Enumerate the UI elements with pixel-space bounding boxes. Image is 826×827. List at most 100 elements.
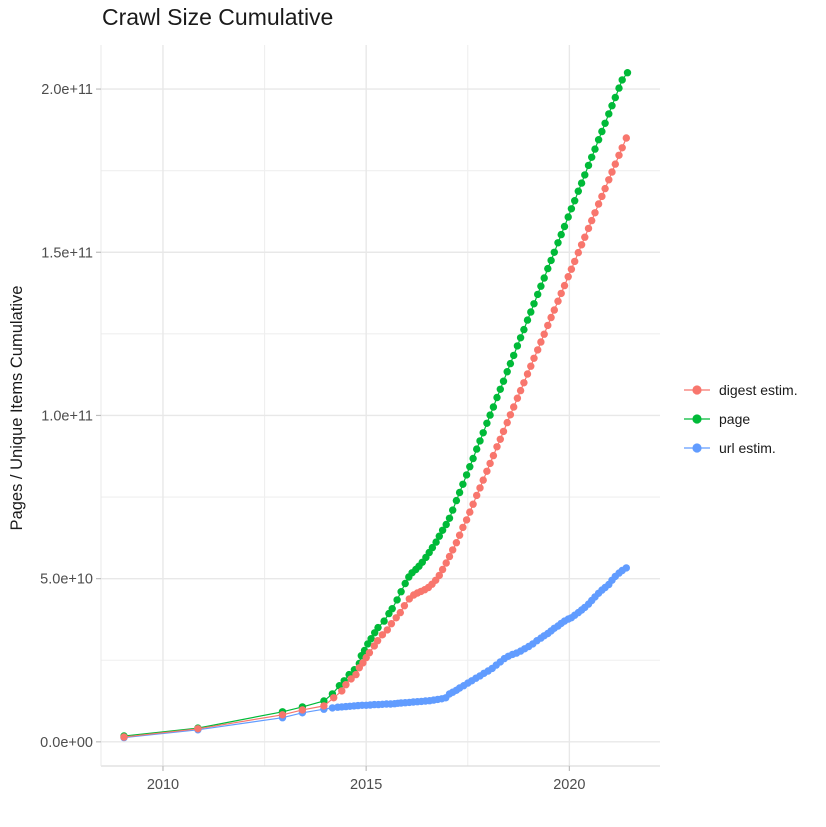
data-point — [476, 484, 484, 492]
data-point — [400, 602, 409, 610]
data-point — [503, 418, 511, 427]
data-point — [445, 552, 454, 561]
data-point — [496, 385, 504, 393]
data-point — [554, 239, 562, 247]
data-point — [618, 144, 626, 152]
data-point — [601, 184, 609, 193]
legend-dot-icon — [692, 442, 702, 453]
data-point — [584, 161, 593, 170]
data-point — [493, 393, 501, 402]
data-point — [496, 435, 504, 443]
y-tick-label: 1.5e+11 — [41, 245, 93, 261]
data-point — [435, 532, 443, 540]
data-point — [342, 681, 350, 689]
series-line — [123, 72, 628, 737]
data-point — [459, 480, 467, 488]
data-point — [577, 179, 586, 187]
x-tick-label: 2015 — [350, 777, 382, 793]
data-point — [378, 631, 387, 639]
data-point — [598, 127, 606, 136]
gridlines-major — [101, 45, 660, 766]
data-point — [520, 325, 528, 334]
data-series-layer — [120, 69, 632, 742]
data-point — [557, 289, 565, 298]
data-point — [530, 300, 538, 308]
data-point — [373, 637, 382, 645]
axis-lines — [96, 45, 660, 771]
legend: digest estim. page url estim. — [682, 380, 798, 457]
data-point — [503, 368, 511, 376]
data-point — [547, 256, 555, 265]
data-point — [608, 102, 616, 110]
data-point — [486, 459, 494, 468]
data-point — [365, 649, 374, 657]
data-point — [479, 429, 487, 437]
data-point — [567, 205, 576, 213]
legend-key-url-estim — [684, 442, 710, 453]
series-line — [123, 567, 627, 739]
data-point — [544, 321, 552, 330]
data-point — [550, 248, 558, 256]
data-point — [462, 516, 471, 524]
data-point — [359, 659, 367, 667]
legend-item-url-estim: url estim. — [682, 438, 798, 457]
data-point — [611, 160, 619, 168]
data-point — [469, 500, 477, 508]
x-tick-label: 2010 — [147, 777, 179, 793]
x-tick-label: 2020 — [553, 777, 585, 793]
data-point — [466, 508, 474, 516]
data-point — [428, 543, 437, 552]
data-point — [554, 297, 562, 305]
y-tick-label: 1.0e+11 — [41, 408, 93, 424]
data-point — [618, 76, 626, 84]
data-point — [564, 273, 572, 281]
data-point — [574, 248, 582, 257]
data-point — [510, 403, 518, 411]
data-point — [571, 197, 579, 205]
data-point — [278, 711, 287, 719]
data-point — [194, 725, 202, 733]
data-point — [523, 370, 532, 378]
data-point — [455, 488, 464, 497]
data-point — [588, 153, 596, 161]
data-point — [469, 454, 477, 463]
data-point — [383, 626, 391, 634]
data-point — [516, 386, 525, 395]
data-point — [557, 230, 565, 239]
data-point — [550, 306, 558, 314]
legend-item-page: page — [682, 409, 798, 428]
data-point — [608, 168, 616, 176]
data-point — [483, 419, 491, 427]
data-point — [577, 241, 586, 249]
data-point — [520, 379, 528, 387]
y-axis-title: Pages / Unique Items Cumulative — [8, 286, 26, 531]
data-point — [367, 635, 375, 643]
data-point — [574, 187, 582, 195]
y-tick-label: 2.0e+11 — [41, 82, 93, 98]
data-point — [432, 538, 440, 546]
data-point — [387, 620, 396, 628]
data-point — [489, 403, 498, 411]
data-point — [622, 564, 630, 572]
data-point — [483, 467, 491, 475]
chart-title: Crawl Size Cumulative — [102, 4, 334, 30]
data-point — [438, 565, 447, 574]
data-point — [401, 579, 409, 588]
data-point — [435, 571, 443, 580]
data-point — [513, 342, 522, 350]
data-point — [438, 526, 447, 534]
data-point — [516, 334, 525, 342]
data-point — [489, 451, 498, 460]
data-point — [601, 119, 609, 128]
data-point — [544, 264, 552, 273]
data-point — [388, 605, 396, 613]
data-point — [449, 506, 457, 514]
data-point — [540, 274, 548, 282]
data-point — [523, 316, 532, 324]
data-point — [622, 134, 630, 142]
data-point — [605, 110, 613, 118]
data-point — [397, 588, 405, 596]
series-url-estim — [120, 564, 630, 742]
data-point — [615, 151, 623, 159]
